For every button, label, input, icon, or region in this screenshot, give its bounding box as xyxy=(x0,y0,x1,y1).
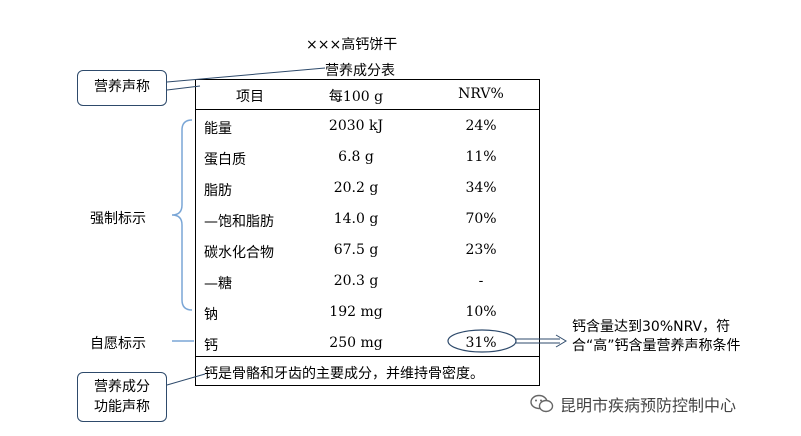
row-name: —糖 xyxy=(204,276,232,292)
table-caption: 营养成分表 xyxy=(325,63,395,79)
row-nrv: 11% xyxy=(465,149,497,165)
row-name: 钙 xyxy=(204,338,218,354)
row-qty: 6.8 g xyxy=(338,149,374,165)
row-qty: 250 mg xyxy=(329,335,383,351)
watermark: 昆明市疾病预防控制中心 xyxy=(530,392,736,416)
row-qty: 67.5 g xyxy=(333,242,379,258)
function-connector xyxy=(166,373,206,386)
row-name: 能量 xyxy=(204,121,232,137)
row-nrv: 24% xyxy=(465,118,497,134)
function-claim-callout: 营养成分 功能声称 xyxy=(77,372,167,422)
row-nrv: 23% xyxy=(465,242,497,258)
arrow-head xyxy=(555,334,567,348)
function-claim-line1: 营养成分 xyxy=(94,379,150,395)
claim-connector-upper xyxy=(166,67,326,83)
row-nrv-highlighted: 31% xyxy=(465,335,497,351)
row-name: —饱和脂肪 xyxy=(204,214,274,230)
wechat-icon xyxy=(530,394,554,413)
nutrition-claim-callout: 营养声称 xyxy=(77,70,167,106)
row-name: 碳水化合物 xyxy=(204,245,274,261)
row-name: 蛋白质 xyxy=(204,152,246,168)
product-title: ×××高钙饼干 xyxy=(306,37,398,53)
header-item: 项目 xyxy=(236,89,264,105)
nutrition-table: 项目 每100 g NRV% 能量 2030 kJ 24% 蛋白质 6.8 g … xyxy=(195,79,540,386)
row-qty: 2030 kJ xyxy=(328,118,384,134)
claim-connector-lower xyxy=(166,85,201,91)
nrv-highlight-ellipse xyxy=(447,329,517,353)
voluntary-label: 自愿标示 xyxy=(90,336,146,352)
header-nrv: NRV% xyxy=(458,86,504,102)
row-nrv: - xyxy=(478,273,484,289)
row-qty: 14.0 g xyxy=(333,211,379,227)
watermark-text: 昆明市疾病预防控制中心 xyxy=(560,396,737,415)
row-nrv: 70% xyxy=(465,211,497,227)
function-claim-line2: 功能声称 xyxy=(94,399,150,415)
row-name: 脂肪 xyxy=(204,183,232,199)
row-nrv: 34% xyxy=(465,180,497,196)
function-claim-text: 钙是骨骼和牙齿的主要成分，并维持骨密度。 xyxy=(204,366,484,382)
row-nrv: 10% xyxy=(465,304,497,320)
row-qty: 192 mg xyxy=(329,304,383,320)
footer-divider xyxy=(196,356,539,357)
header-divider xyxy=(196,109,539,110)
calcium-claim-note: 钙含量达到30%NRV，符合“高”钙含量营养声称条件 xyxy=(572,319,741,354)
header-per100g: 每100 g xyxy=(328,89,384,105)
mandatory-bracket xyxy=(171,119,193,311)
row-name: 钠 xyxy=(204,307,218,323)
row-qty: 20.3 g xyxy=(333,273,379,289)
row-qty: 20.2 g xyxy=(333,180,379,196)
mandatory-label: 强制标示 xyxy=(90,211,146,227)
